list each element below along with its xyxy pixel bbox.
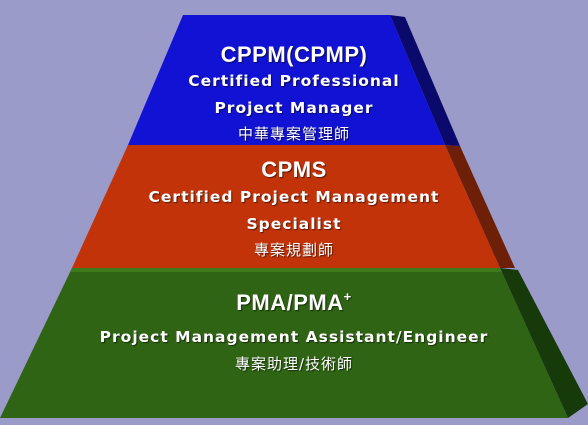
tier-cpms-title-line2: Specialist (246, 215, 342, 233)
tier-pma-code: PMA/PMA+ (0, 290, 588, 316)
tier-cppm-title-line1: Certified Professional (188, 72, 400, 90)
tier-pma-title-line1: Project Management Assistant/Engineer (99, 328, 489, 346)
tier-cppm-title-line2: Project Manager (214, 99, 374, 117)
tier-cppm-side-face (390, 15, 460, 146)
tier-cpms-code: CPMS (261, 157, 327, 182)
tier-cppm-code: CPPM(CPMP) (220, 42, 368, 67)
tier-pma-side-face (500, 268, 588, 418)
tier-pma-code-text: PMA/PMA (236, 290, 344, 315)
tier-cpms-side-face (445, 145, 515, 268)
tier-pma-chinese: 專案助理/技術師 (234, 355, 354, 373)
tier-cpms-front-face (72, 145, 500, 268)
tier-pma-front-face (0, 268, 568, 418)
tier-cpms-chinese: 專案規劃師 (253, 241, 334, 259)
tier-cppm-chinese: 中華專案管理師 (237, 125, 350, 143)
tier-pma-top-edge (70, 268, 502, 272)
tier-pma-code-superscript: + (343, 289, 352, 304)
tier-cpms-title-line1: Certified Project Management (148, 188, 440, 206)
tier-cppm-front-face (128, 15, 445, 145)
